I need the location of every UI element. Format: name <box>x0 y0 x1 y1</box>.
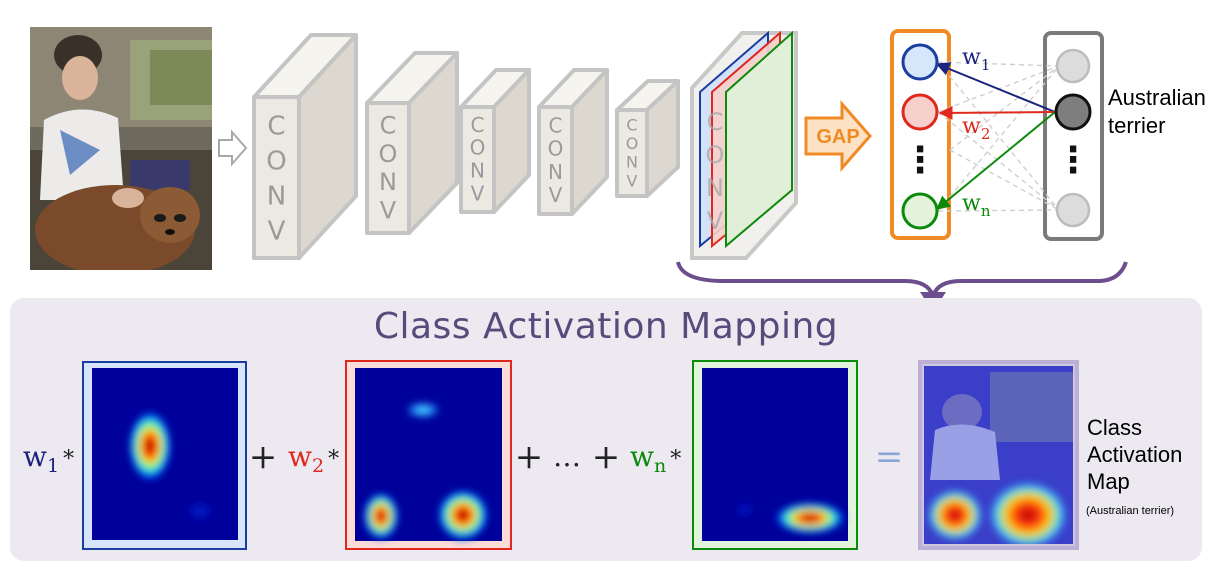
conv-letter: V <box>380 196 397 224</box>
gap-node-red <box>901 93 939 131</box>
conv-letter: N <box>379 168 397 196</box>
conv-letter: N <box>548 160 563 184</box>
weight-wn-edge <box>935 111 1056 210</box>
gap-node-column <box>890 29 951 240</box>
output-node-selected <box>1054 93 1092 131</box>
feature-map-1 <box>82 361 247 550</box>
output-class-label: Australian terrier <box>1108 84 1206 140</box>
conv-letter: C <box>471 113 485 137</box>
cam-label-line3: Map <box>1087 469 1130 494</box>
cam-label: Class Activation Map <box>1087 414 1182 495</box>
conv-letter: C <box>626 115 637 134</box>
weight-w2-edge <box>938 105 1056 120</box>
conv-letter: V <box>627 171 638 190</box>
weight-w1-label: w1 <box>962 45 990 74</box>
conv-letter: N <box>706 174 724 202</box>
cam-label-line1: Class <box>1087 415 1143 440</box>
gap-node-dots: ⋮ <box>902 140 938 181</box>
equals: = <box>875 437 904 477</box>
conv-letter: V <box>549 183 563 207</box>
conv-letter: O <box>470 136 486 160</box>
weight-w2-label: w2 <box>962 114 990 143</box>
term-w1-coefficient: w1 * <box>23 440 74 477</box>
input-photo <box>30 27 212 270</box>
feature-map-n <box>692 360 858 550</box>
class-activation-map <box>918 360 1079 550</box>
conv-letter: N <box>626 153 638 172</box>
plus-3: + <box>592 437 621 477</box>
weight-wn-label: wn <box>962 191 991 220</box>
feature-map-2 <box>345 360 512 550</box>
plus-1: + <box>249 437 278 477</box>
output-node-dots: ⋮ <box>1055 140 1091 181</box>
conv-letter: O <box>626 134 639 153</box>
weight-w1-edge <box>935 62 1056 113</box>
gap-arrow: GAP <box>804 100 872 172</box>
gap-node-blue <box>901 43 939 81</box>
curly-brace <box>676 261 1128 303</box>
cam-label-subtitle: (Australian terrier) <box>1086 505 1175 517</box>
plus-2: + <box>515 437 544 477</box>
arrow-right-icon <box>218 129 248 167</box>
conv-letter: N <box>470 158 485 182</box>
gap-arrow-icon <box>804 100 872 172</box>
cam-panel <box>10 298 1202 561</box>
conv-letter: C <box>267 112 285 142</box>
conv-letter: O <box>379 140 398 168</box>
term-wn-coefficient: wn * <box>630 440 681 477</box>
conv-letter: C <box>549 113 563 137</box>
conv-letter: V <box>707 207 724 235</box>
term-w2-coefficient: w2 * <box>288 440 339 477</box>
output-class-line2: terrier <box>1108 113 1166 138</box>
conv-letter: V <box>471 181 485 205</box>
conv-letter: N <box>267 182 286 212</box>
conv-letter: C <box>707 108 724 136</box>
conv-letter: O <box>266 147 286 177</box>
cam-label-line2: Activation <box>1087 442 1183 467</box>
output-node-bottom <box>1055 192 1091 228</box>
conv-letter: O <box>706 141 725 169</box>
conv-letter: V <box>268 217 286 247</box>
gap-node-green <box>901 192 939 230</box>
conv-letter: C <box>380 112 397 140</box>
diagram-title: Class Activation Mapping <box>373 306 839 347</box>
conv-letter: O <box>548 137 564 161</box>
output-node-column <box>1043 31 1104 241</box>
gap-label: GAP <box>816 126 859 148</box>
ellipsis: … <box>553 440 581 473</box>
output-node-top <box>1055 48 1091 84</box>
dashed-connections <box>937 61 1060 212</box>
output-class-line1: Australian <box>1108 85 1206 110</box>
